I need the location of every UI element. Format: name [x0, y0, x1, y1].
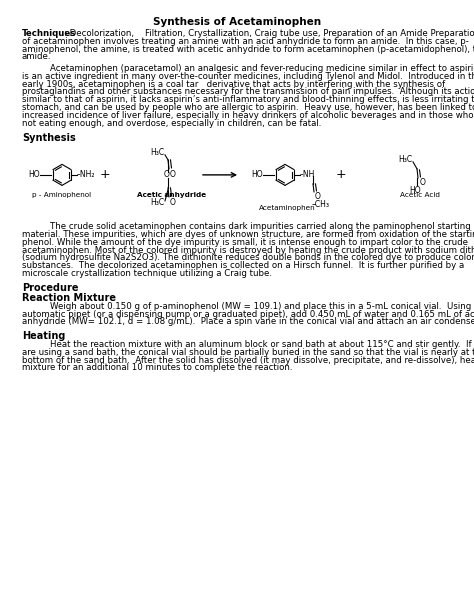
Text: Acetic Acid: Acetic Acid — [400, 192, 440, 198]
Text: is an active ingredient in many over-the-counter medicines, including Tylenol an: is an active ingredient in many over-the… — [22, 72, 474, 81]
Text: Synthesis: Synthesis — [22, 133, 76, 143]
Text: H₃C: H₃C — [398, 155, 412, 164]
Text: Reaction Mixture: Reaction Mixture — [22, 293, 116, 303]
Text: Techniques: Techniques — [22, 29, 76, 38]
Text: bottom of the sand bath.  After the solid has dissolved (it may dissolve, precip: bottom of the sand bath. After the solid… — [22, 356, 474, 365]
Text: are using a sand bath, the conical vial should be partially buried in the sand s: are using a sand bath, the conical vial … — [22, 348, 474, 357]
Text: p - Aminophenol: p - Aminophenol — [32, 192, 91, 198]
Text: mixture for an additional 10 minutes to complete the reaction.: mixture for an additional 10 minutes to … — [22, 364, 292, 373]
Text: not eating enough, and overdose, especially in children, can be fatal.: not eating enough, and overdose, especia… — [22, 119, 321, 128]
Text: aminophenol, the amine, is treated with acetic anhydride to form acetaminophen (: aminophenol, the amine, is treated with … — [22, 45, 474, 53]
Text: HO: HO — [251, 170, 263, 180]
Text: automatic pipet (or a dispensing pump or a graduated pipet), add 0.450 mL of wat: automatic pipet (or a dispensing pump or… — [22, 310, 474, 319]
Text: +: + — [100, 169, 110, 181]
Text: O: O — [170, 170, 176, 179]
Text: O: O — [315, 192, 321, 201]
Text: microscale crystallization technique utilizing a Craig tube.: microscale crystallization technique uti… — [22, 269, 272, 278]
Text: Acetaminophen (paracetamol) an analgesic and fever-reducing medicine similar in : Acetaminophen (paracetamol) an analgesic… — [50, 64, 474, 73]
Text: amide.: amide. — [22, 52, 52, 61]
Text: The crude solid acetaminophen contains dark impurities carried along the paminop: The crude solid acetaminophen contains d… — [50, 223, 471, 231]
Text: early 1900s, acetaminophen is a coal tar   derivative that acts by interfering w: early 1900s, acetaminophen is a coal tar… — [22, 80, 445, 89]
Text: Heat the reaction mixture with an aluminum block or sand bath at about 115°C and: Heat the reaction mixture with an alumin… — [50, 340, 474, 349]
Text: increased incidence of liver failure, especially in heavy drinkers of alcoholic : increased incidence of liver failure, es… — [22, 111, 474, 120]
Text: Acetic anhydride: Acetic anhydride — [137, 192, 207, 198]
Text: Acetaminophen: Acetaminophen — [259, 205, 315, 211]
Text: HO: HO — [28, 170, 40, 180]
Text: Weigh about 0.150 g of p-aminophenol (MW = 109.1) and place this in a 5-mL conic: Weigh about 0.150 g of p-aminophenol (MW… — [50, 302, 474, 311]
Text: O: O — [420, 178, 426, 187]
Text: anhydride (MW= 102.1, d = 1.08 g/mL).  Place a spin vane in the conical vial and: anhydride (MW= 102.1, d = 1.08 g/mL). Pl… — [22, 318, 474, 326]
Text: Heating: Heating — [22, 332, 65, 341]
Text: –NH: –NH — [300, 170, 315, 180]
Text: –NH₂: –NH₂ — [77, 170, 95, 180]
Text: Synthesis of Acetaminophen: Synthesis of Acetaminophen — [153, 17, 321, 27]
Text: of acetaminophen involves treating an amine with an acid anhydride to form an am: of acetaminophen involves treating an am… — [22, 37, 469, 46]
Text: –CH₃: –CH₃ — [312, 200, 330, 209]
Text: O: O — [170, 198, 176, 207]
Text: : Decolorization,    Filtration, Crystallization, Craig tube use, Preparation of: : Decolorization, Filtration, Crystalliz… — [64, 29, 474, 38]
Text: Procedure: Procedure — [22, 283, 79, 293]
Text: H₃C: H₃C — [150, 199, 164, 207]
Text: O: O — [164, 170, 170, 180]
Text: phenol. While the amount of the dye impurity is small, it is intense enough to i: phenol. While the amount of the dye impu… — [22, 238, 468, 247]
Text: HO: HO — [409, 186, 421, 195]
Text: (sodium hydrosulfite Na2S2O3). The dithionite reduces double bonds in the colore: (sodium hydrosulfite Na2S2O3). The dithi… — [22, 253, 474, 262]
Text: +: + — [336, 169, 346, 181]
Text: H₃C: H₃C — [150, 148, 164, 158]
Text: stomach, and can be used by people who are allergic to aspirin.  Heavy use, howe: stomach, and can be used by people who a… — [22, 103, 474, 112]
Text: prostaglandins and other substances necessary for the transmission of pain impul: prostaglandins and other substances nece… — [22, 88, 474, 96]
Text: acetaminophen. Most of the colored impurity is destroyed by heating the crude pr: acetaminophen. Most of the colored impur… — [22, 246, 474, 254]
Text: material. These impurities, which are dyes of unknown structure, are formed from: material. These impurities, which are dy… — [22, 230, 474, 239]
Text: substances.  The decolorized acetaminophen is collected on a Hirsch funnel.  It : substances. The decolorized acetaminophe… — [22, 261, 464, 270]
Text: similar to that of aspirin, it lacks aspirin’s anti-inflammatory and blood-thinn: similar to that of aspirin, it lacks asp… — [22, 95, 474, 104]
